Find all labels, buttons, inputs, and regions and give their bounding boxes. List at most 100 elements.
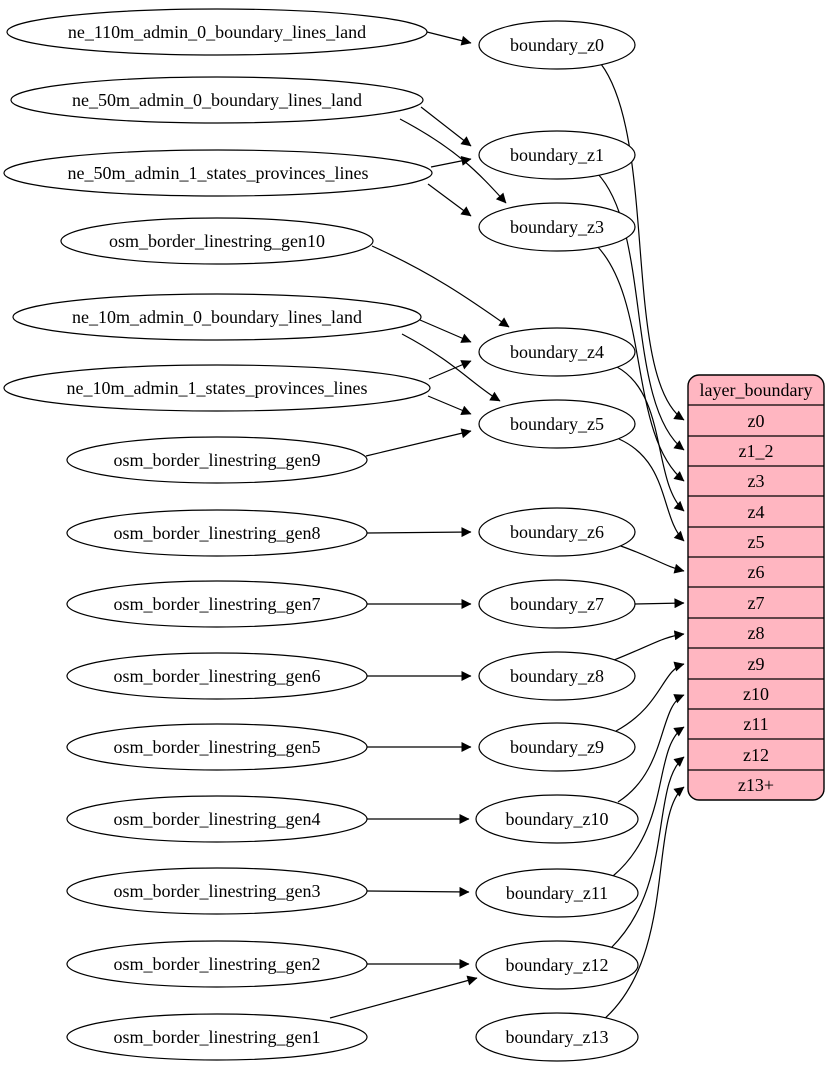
node-ne-50m-admin-0-boundary-lines-land: ne_50m_admin_0_boundary_lines_land [10,76,424,124]
node-label: ne_10m_admin_0_boundary_lines_land [72,307,362,327]
node-ellipse [478,202,636,252]
node-label: boundary_z11 [506,883,608,903]
table-row-z5: z5 [748,532,765,552]
edge-ne50m-admin0-to-boundary-z1 [420,106,472,147]
node-osm-border-linestring-gen1: osm_border_linestring_gen1 [66,1013,368,1061]
edge-boundary-z1-to-row-z1-2 [596,172,685,451]
node-label: boundary_z1 [510,145,604,165]
node-label: boundary_z12 [506,955,609,975]
edge-ne10m-admin1-to-boundary-z4 [428,360,472,380]
edge-gen3-to-boundary-z11 [366,886,470,897]
node-ellipse [478,651,636,701]
edge-boundary-z6-to-row-z6 [617,544,685,574]
node-boundary-z0: boundary_z0 [478,20,636,70]
node-label: ne_50m_admin_1_states_provinces_lines [68,163,369,183]
node-ellipse [478,722,636,772]
node-ellipse [3,149,433,197]
node-osm-border-linestring-gen8: osm_border_linestring_gen8 [66,509,368,557]
edge-ne10m-admin1-to-boundary-z5 [427,395,472,415]
node-osm-border-linestring-gen10: osm_border_linestring_gen10 [60,217,374,265]
node-label: osm_border_linestring_gen7 [114,594,321,614]
node-ellipse [6,8,428,56]
node-ellipse [66,509,368,557]
node-ellipse [478,20,636,70]
edge-boundary-z7-to-row-z7 [634,598,685,609]
edge-boundary-z5-to-row-z5 [618,438,685,542]
node-label: ne_10m_admin_1_states_provinces_lines [67,378,368,398]
edge-ne50m-admin1-to-boundary-z1 [430,155,472,168]
node-label: osm_border_linestring_gen2 [114,954,321,974]
node-label: boundary_z6 [510,522,604,542]
node-label: boundary_z0 [510,35,604,55]
node-osm-border-linestring-gen4: osm_border_linestring_gen4 [66,795,368,843]
node-boundary-z9: boundary_z9 [478,722,636,772]
node-label: boundary_z9 [510,737,604,757]
table-row-z13plus: z13+ [738,775,774,795]
node-osm-border-linestring-gen9: osm_border_linestring_gen9 [66,436,368,484]
node-boundary-z11: boundary_z11 [475,868,639,918]
edge-gen8-to-boundary-z6 [366,527,472,538]
node-ne-10m-admin-1-states-provinces-lines: ne_10m_admin_1_states_provinces_lines [3,364,431,412]
node-ellipse [66,580,368,628]
node-osm-border-linestring-gen3: osm_border_linestring_gen3 [66,867,368,915]
node-label: ne_110m_admin_0_boundary_lines_land [68,22,366,42]
node-ellipse [66,795,368,843]
node-ellipse [10,76,424,124]
table-row-z0: z0 [748,411,765,431]
node-ellipse [475,940,639,990]
node-label: osm_border_linestring_gen10 [109,231,325,251]
node-ellipse [66,436,368,484]
node-label: boundary_z5 [510,414,604,434]
table-row-z7: z7 [748,593,765,613]
edge-ne10m-admin0-to-boundary-z5 [401,333,501,402]
node-ellipse [60,217,374,265]
node-osm-border-linestring-gen2: osm_border_linestring_gen2 [66,940,368,988]
node-ellipse [478,507,636,557]
node-boundary-z6: boundary_z6 [478,507,636,557]
node-ellipse [66,652,368,700]
edge-gen10-to-boundary-z4 [371,245,510,328]
node-label: ne_50m_admin_0_boundary_lines_land [72,90,362,110]
node-ellipse [475,794,639,844]
edge-ne110m-admin0-to-boundary-z0 [426,31,472,46]
node-ellipse [66,1013,368,1061]
node-label: boundary_z7 [510,594,604,614]
table-row-z11: z11 [743,714,768,734]
node-ne-50m-admin-1-states-provinces-lines: ne_50m_admin_1_states_provinces_lines [3,149,433,197]
node-ne-110m-admin-0-boundary-lines-land: ne_110m_admin_0_boundary_lines_land [6,8,428,56]
edge-boundary-z0-to-row-z0 [600,63,685,421]
node-ellipse [12,293,422,341]
edge-ne50m-admin1-to-boundary-z3 [427,183,472,217]
node-osm-border-linestring-gen6: osm_border_linestring_gen6 [66,652,368,700]
edge-boundary-z13-to-row-z13plus [602,786,685,1021]
node-boundary-z4: boundary_z4 [478,327,636,377]
node-ellipse [66,940,368,988]
edge-boundary-z3-to-row-z3 [595,244,685,482]
node-osm-border-linestring-gen7: osm_border_linestring_gen7 [66,580,368,628]
node-ellipse [478,130,636,180]
node-label: osm_border_linestring_gen8 [114,523,321,543]
edge-gen1-to-boundary-z12 [329,975,478,1019]
node-boundary-z1: boundary_z1 [478,130,636,180]
node-boundary-z3: boundary_z3 [478,202,636,252]
node-label: boundary_z4 [510,342,604,362]
node-boundary-z5: boundary_z5 [478,399,636,449]
node-boundary-z12: boundary_z12 [475,940,639,990]
table-layer-boundary: layer_boundary z0 z1_2 z3 z4 z5 z6 z7 z8… [687,374,825,801]
edge-boundary-z10-to-row-z10 [617,694,685,803]
table-row-z4: z4 [748,502,765,522]
node-boundary-z7: boundary_z7 [478,579,636,629]
table-row-z8: z8 [748,623,765,643]
node-ellipse [66,723,368,771]
node-label: osm_border_linestring_gen3 [114,881,321,901]
node-boundary-z13: boundary_z13 [475,1012,639,1062]
node-ellipse [475,868,639,918]
node-boundary-z10: boundary_z10 [475,794,639,844]
table-row-z3: z3 [748,471,765,491]
node-osm-border-linestring-gen5: osm_border_linestring_gen5 [66,723,368,771]
edge-gen9-to-boundary-z5 [365,428,472,457]
node-ellipse [478,327,636,377]
table-row-z6: z6 [748,562,765,582]
node-label: osm_border_linestring_gen6 [114,666,321,686]
